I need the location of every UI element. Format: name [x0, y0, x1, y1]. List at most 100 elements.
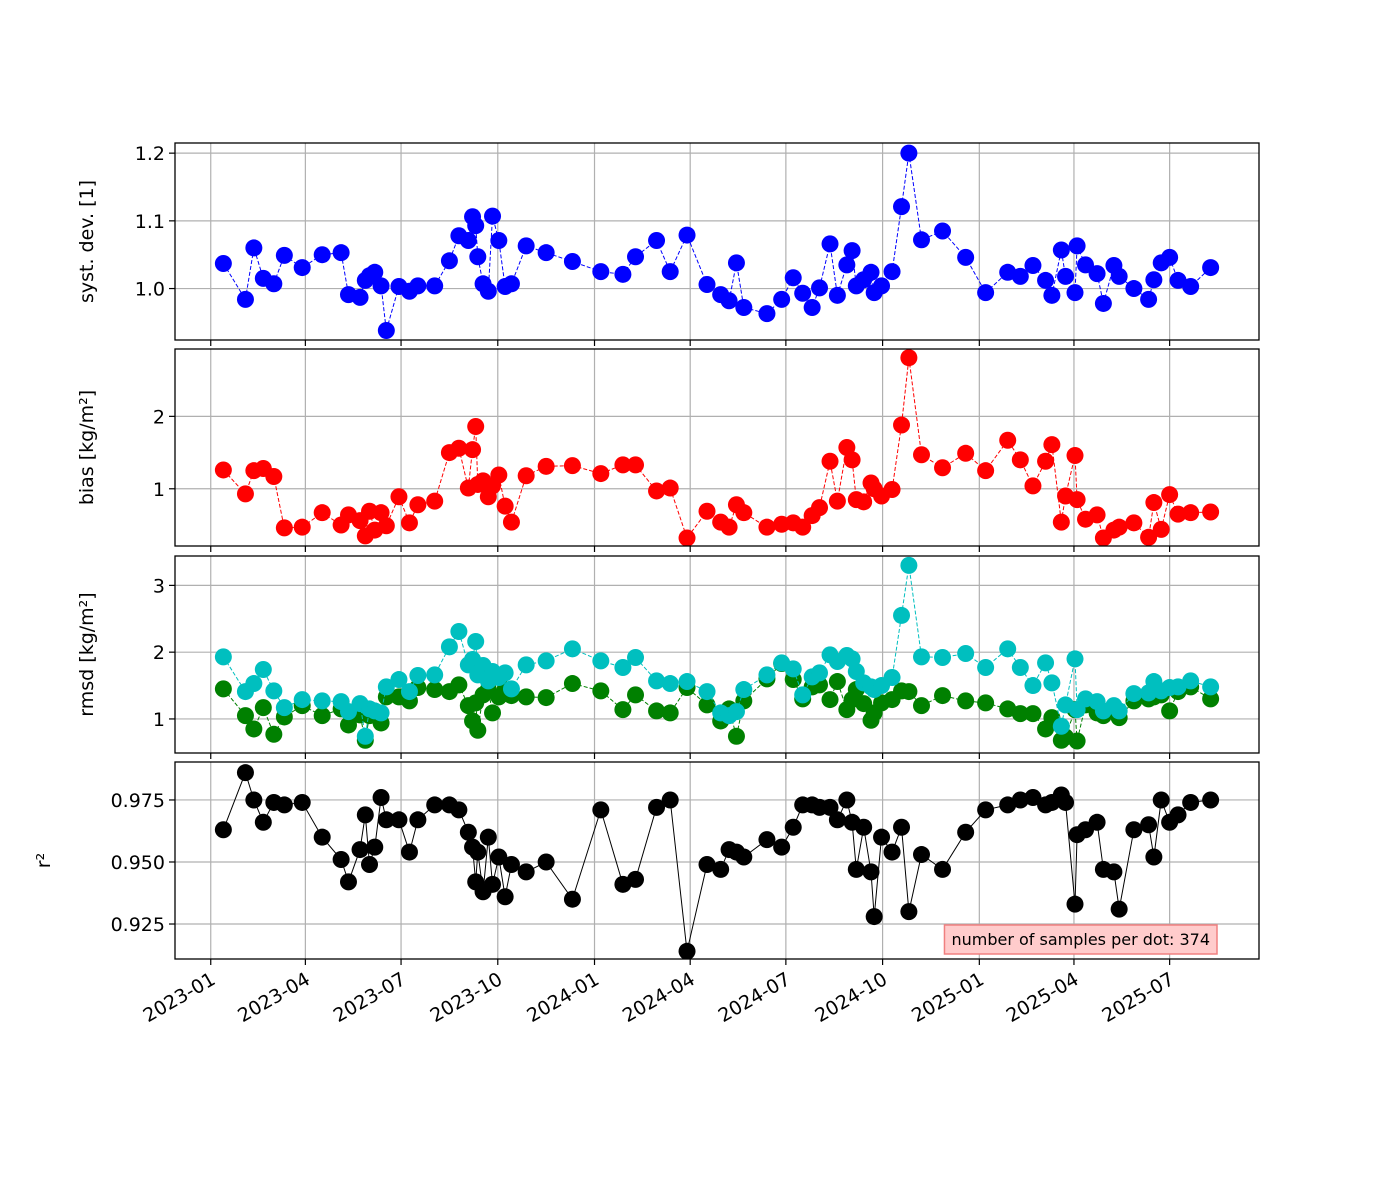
data-point	[1043, 286, 1061, 304]
data-point	[1052, 717, 1070, 735]
y-axis-label: r²	[33, 853, 55, 868]
data-point	[614, 701, 632, 719]
data-point	[450, 801, 468, 819]
data-point	[912, 697, 930, 715]
data-point	[828, 492, 846, 510]
data-point	[356, 727, 374, 745]
y-tick-label: 3	[153, 575, 165, 597]
data-point	[698, 855, 716, 873]
data-point	[1169, 806, 1187, 824]
data-point	[934, 687, 952, 705]
data-point	[661, 263, 679, 281]
data-point	[479, 282, 497, 300]
data-point	[469, 721, 487, 739]
data-point	[496, 664, 514, 682]
y-tick-label: 1	[153, 479, 165, 501]
data-point	[977, 801, 995, 819]
data-point	[678, 529, 696, 546]
data-point	[900, 349, 918, 367]
data-point	[758, 666, 776, 684]
data-point	[862, 263, 880, 281]
data-point	[332, 244, 350, 262]
data-point	[400, 843, 418, 861]
data-point	[426, 492, 444, 510]
data-point	[409, 496, 427, 514]
data-point	[828, 286, 846, 304]
y-tick-label: 1.0	[135, 279, 165, 301]
data-point	[245, 675, 263, 693]
data-point	[426, 666, 444, 684]
data-point	[957, 248, 975, 266]
data-point	[214, 680, 232, 698]
x-tick-label: 2025-01	[908, 968, 988, 1027]
data-point	[1169, 678, 1187, 696]
data-point	[502, 275, 520, 293]
data-point	[1169, 505, 1187, 523]
y-tick-label: 2	[153, 406, 165, 428]
data-point	[727, 727, 745, 745]
data-point	[502, 680, 520, 698]
y-tick-label: 0.975	[111, 790, 165, 812]
plot-area	[214, 764, 1220, 959]
data-point	[883, 843, 901, 861]
data-point	[332, 851, 350, 869]
data-point	[784, 660, 802, 678]
data-point	[245, 720, 263, 738]
data-point	[794, 686, 812, 704]
data-point	[627, 649, 645, 667]
data-point	[502, 513, 520, 531]
data-point	[648, 798, 666, 816]
data-point	[275, 796, 293, 814]
data-point	[1052, 513, 1070, 531]
data-point	[1182, 793, 1200, 811]
data-point	[1161, 702, 1179, 720]
data-point	[1110, 267, 1128, 285]
data-point	[828, 811, 846, 829]
y-tick-label: 0.925	[111, 914, 165, 936]
data-point	[758, 831, 776, 849]
data-point	[1043, 436, 1061, 454]
data-point	[1125, 821, 1143, 839]
data-point	[426, 277, 444, 295]
data-point	[517, 467, 535, 485]
data-point	[720, 292, 738, 310]
data-point	[855, 818, 873, 836]
data-point	[661, 479, 679, 497]
x-tick-label: 2024-10	[811, 968, 891, 1027]
data-point	[727, 254, 745, 272]
data-point	[893, 416, 911, 434]
data-point	[236, 485, 254, 503]
data-point	[1110, 900, 1128, 918]
data-point	[1037, 452, 1055, 470]
data-point	[1024, 257, 1042, 275]
data-point	[758, 518, 776, 536]
data-point	[409, 811, 427, 829]
data-point	[838, 791, 856, 809]
data-point	[293, 259, 311, 277]
data-point	[440, 252, 458, 270]
data-point	[811, 279, 829, 297]
data-point	[409, 277, 427, 295]
data-point	[464, 441, 482, 459]
data-point	[563, 457, 581, 475]
data-point	[467, 217, 485, 235]
data-point	[1011, 267, 1029, 285]
data-point	[254, 813, 272, 831]
data-point	[794, 284, 812, 302]
data-point	[265, 275, 283, 293]
data-point	[450, 439, 468, 457]
data-point	[900, 144, 918, 162]
axes-frame	[174, 555, 1260, 754]
y-tick-label: 0.950	[111, 852, 165, 874]
x-tick-label: 2023-07	[330, 968, 410, 1027]
data-point	[339, 716, 357, 734]
data-point	[648, 231, 666, 249]
data-point	[1182, 278, 1200, 296]
data-point	[490, 466, 508, 484]
x-tick-label: 2024-01	[523, 968, 603, 1027]
data-point	[883, 669, 901, 687]
data-point	[847, 860, 865, 878]
data-point	[366, 838, 384, 856]
data-point	[648, 672, 666, 690]
